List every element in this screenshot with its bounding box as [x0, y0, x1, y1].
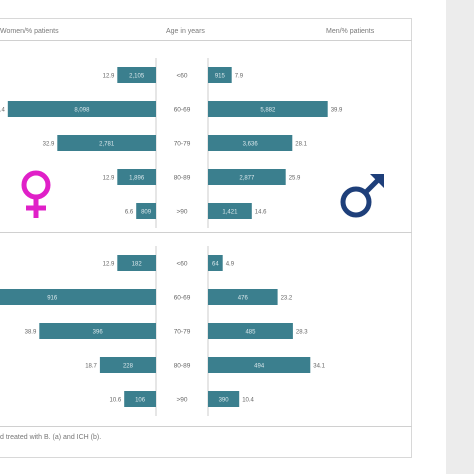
- male-bar: [208, 203, 252, 219]
- figure-panel: Women/% patients Age in years Men/% pati…: [0, 0, 446, 474]
- female-percent-label: 12.9: [103, 74, 115, 80]
- male-bar-count-label: 2,877: [239, 176, 255, 182]
- female-percent-label: 12.9: [103, 262, 115, 268]
- male-bar: [208, 289, 278, 305]
- male-bar-count-label: 390: [219, 398, 230, 404]
- male-bar-count-label: 5,882: [260, 108, 276, 114]
- female-bar: [57, 135, 156, 151]
- female-percent-label: 12.9: [103, 176, 115, 182]
- female-symbol-icon: [21, 170, 51, 218]
- male-percent-label: 7.9: [235, 74, 244, 80]
- female-bar: [136, 203, 156, 219]
- male-bar-count-label: 915: [215, 74, 226, 80]
- male-percent-label: 34.1: [313, 364, 325, 370]
- female-bar: [39, 323, 156, 339]
- age-group-label: >90: [176, 209, 187, 216]
- male-percent-label: 28.3: [296, 330, 308, 336]
- age-group-label: 80-89: [174, 363, 191, 370]
- male-percent-label: 14.6: [255, 210, 267, 216]
- female-bar: [7, 101, 156, 117]
- male-percent-label: 10.4: [242, 398, 254, 404]
- header-divider: [0, 40, 412, 41]
- female-bar-count-label: 8,098: [74, 108, 90, 114]
- age-group-label: 70-79: [174, 329, 191, 336]
- age-group-label: <60: [176, 261, 187, 268]
- male-bar-count-label: 64: [212, 262, 219, 268]
- male-bar-count-label: 1,421: [222, 210, 238, 216]
- age-header: Age in years: [166, 28, 205, 35]
- male-bar: [208, 101, 328, 117]
- male-bar: [208, 323, 293, 339]
- female-bar-count-label: 396: [93, 330, 104, 336]
- male-percent-label: 39.9: [331, 108, 343, 114]
- male-bar: [208, 135, 293, 151]
- female-percent-label: 32.9: [43, 142, 55, 148]
- age-group-label: 70-79: [174, 141, 191, 148]
- male-percent-label: 25.9: [289, 176, 301, 182]
- female-bar: [117, 67, 156, 83]
- female-percent-label: 49.4: [0, 108, 5, 114]
- male-bar-count-label: 476: [238, 296, 249, 302]
- female-bar-count-label: 1,896: [129, 176, 145, 182]
- age-group-label: 80-89: [174, 175, 191, 182]
- female-bar: [99, 357, 156, 373]
- female-percent-label: 38.9: [25, 330, 37, 336]
- male-percent-label: 28.1: [295, 142, 307, 148]
- men-header: Men/% patients: [326, 28, 375, 35]
- women-header: Women/% patients: [0, 28, 59, 35]
- age-group-label: <60: [176, 73, 187, 80]
- butterfly-chart: <60 2,105 12.9 915 7.9 60-69 8,098 49.4 5,882 39.…: [0, 58, 343, 416]
- male-bar-count-label: 485: [245, 330, 256, 336]
- age-group-label: 60-69: [174, 295, 191, 302]
- female-bar: [117, 169, 156, 185]
- female-bar-count-label: 2,781: [99, 142, 115, 148]
- male-bar: [208, 67, 232, 83]
- female-bar-count-label: 106: [135, 398, 146, 404]
- figure-footnote: d treated with B. (a) and ICH (b).: [0, 434, 102, 441]
- male-symbol-icon: [340, 174, 384, 218]
- female-bar-count-label: 809: [141, 210, 152, 216]
- female-percent-label: 10.6: [110, 398, 122, 404]
- female-bar: [0, 289, 157, 305]
- age-group-label: >90: [176, 397, 187, 404]
- age-group-label: 60-69: [174, 107, 191, 114]
- male-percent-label: 23.2: [281, 296, 293, 302]
- figure-border: [0, 18, 412, 458]
- female-percent-label: 6.6: [125, 210, 134, 216]
- panel-divider: [0, 232, 412, 233]
- male-bar-count-label: 3,636: [243, 142, 259, 148]
- female-bar-count-label: 916: [47, 296, 58, 302]
- female-bar: [117, 255, 156, 271]
- female-bar-count-label: 182: [132, 262, 143, 268]
- male-bar: [208, 255, 223, 271]
- male-bar: [208, 357, 311, 373]
- female-bar-count-label: 2,105: [129, 74, 145, 80]
- footer-divider: [0, 426, 412, 427]
- female-percent-label: 18.7: [85, 364, 97, 370]
- female-bar-count-label: 228: [123, 364, 134, 370]
- male-percent-label: 4.9: [226, 262, 235, 268]
- male-bar-count-label: 494: [254, 364, 265, 370]
- female-bar: [124, 391, 156, 407]
- male-bar: [208, 391, 240, 407]
- male-bar: [208, 169, 286, 185]
